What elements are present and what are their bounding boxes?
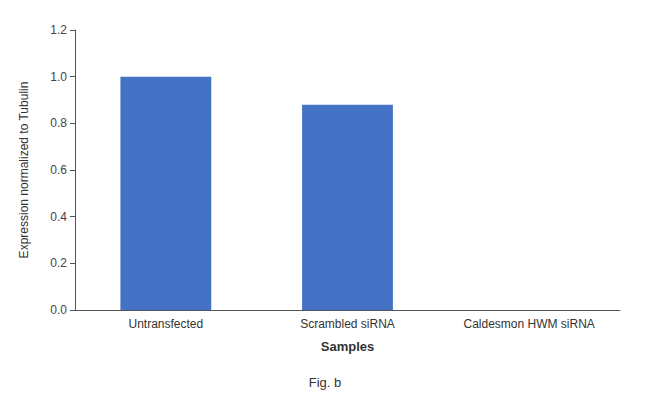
svg-text:0.0: 0.0 — [50, 303, 67, 317]
svg-text:0.8: 0.8 — [50, 116, 67, 130]
svg-text:Fig. b: Fig. b — [309, 375, 342, 390]
svg-text:0.6: 0.6 — [50, 163, 67, 177]
svg-text:Samples: Samples — [321, 339, 374, 354]
svg-text:Untransfected: Untransfected — [128, 317, 203, 331]
svg-text:Caldesmon HWM siRNA: Caldesmon HWM siRNA — [463, 317, 594, 331]
svg-text:Scrambled siRNA: Scrambled siRNA — [300, 317, 395, 331]
svg-text:Expression normalized to Tubul: Expression normalized to Tubulin — [17, 82, 31, 259]
svg-text:0.4: 0.4 — [50, 210, 67, 224]
svg-text:1.2: 1.2 — [50, 23, 67, 37]
svg-text:1.0: 1.0 — [50, 70, 67, 84]
svg-text:0.2: 0.2 — [50, 256, 67, 270]
